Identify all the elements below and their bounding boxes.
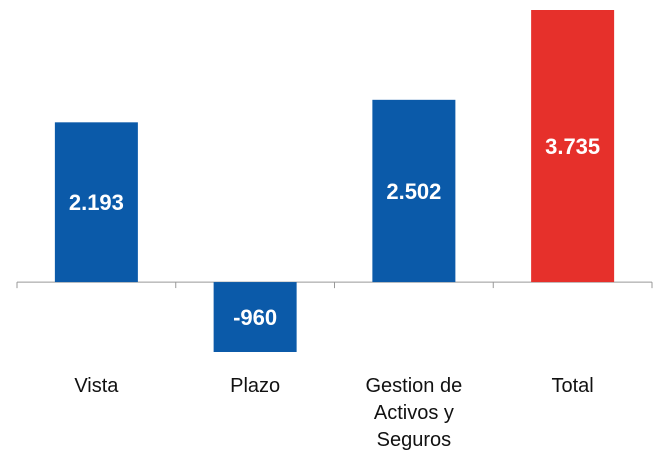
data-label: 2.502 [386,179,441,204]
data-label: 3.735 [545,134,600,159]
bar [54,122,138,283]
x-tick-label: Vista [74,375,119,397]
x-tick-label: Gestion de Activos y Seguros [365,375,463,451]
bar [372,99,456,283]
data-label: 2.193 [69,190,124,215]
bar [531,10,615,283]
x-tick-label: Total [551,375,594,397]
data-label: -960 [233,305,277,330]
bar [213,282,297,352]
x-tick-label: Plazo [230,375,281,397]
